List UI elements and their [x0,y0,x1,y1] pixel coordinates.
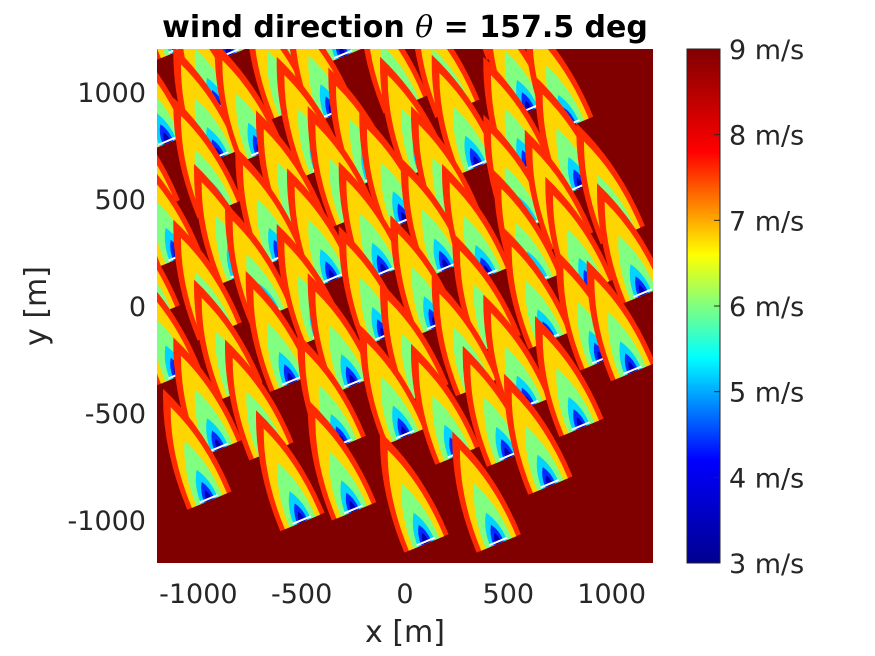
turbine-wake [379,431,449,553]
turbine-wake [162,388,232,510]
turbine-rotor [488,537,508,546]
turbine-wake [359,324,428,446]
turbine-rotor [323,273,342,283]
colorbar-tick-label: 6 m/s [729,292,804,323]
y-tick-label: -500 [85,399,146,430]
turbine-rotor [633,288,652,298]
x-tick-label: 500 [483,579,535,610]
x-tick-label: 0 [396,579,413,610]
turbine-rotor [199,494,218,504]
turbine-rotor [623,365,642,375]
turbine-wake [410,343,480,465]
turbine-wake [245,271,315,392]
x-axis-ticks: -1000 -500 0 500 1000 [159,579,646,610]
y-axis-ticks: 1000 500 0 -500 -1000 [68,78,146,537]
turbine-rotor [375,267,394,277]
turbine-rotor [468,160,487,170]
turbine-wake [503,373,573,495]
y-tick-label: 500 [94,185,146,216]
turbine-rotor [571,421,590,431]
velocity-field [157,49,653,553]
turbine-wake [255,410,325,532]
colorbar-tick-label: 4 m/s [729,463,804,494]
turbine-wake [597,183,653,305]
x-tick-label: -1000 [159,579,237,610]
y-axis-label: y [m] [19,266,54,346]
x-tick-label: 1000 [577,579,646,610]
turbine-rotor [158,136,177,146]
colorbar-tick-label: 8 m/s [729,121,804,152]
y-tick-label: -1000 [68,506,146,537]
colorbar-tick-label: 3 m/s [729,549,804,580]
turbine-rotor [333,49,353,59]
turbine-rotor [416,537,435,546]
colorbar-tick-label: 5 m/s [729,378,804,409]
turbine-rotor [282,376,301,386]
x-tick-label: -500 [271,579,332,610]
turbine-rotor [344,505,363,514]
colorbar-tick-label: 9 m/s [729,35,804,66]
colorbar: 9 m/s 8 m/s 7 m/s 6 m/s 5 m/s 4 m/s 3 m/s [686,35,804,580]
turbine-rotor [540,479,559,489]
turbine-rotor [209,442,229,452]
y-tick-label: 1000 [77,78,146,109]
turbine-wake [452,431,521,553]
turbine-rotor [395,430,415,439]
y-tick-label: 0 [129,292,146,323]
plot-area [157,49,653,563]
turbine-wake [586,260,653,382]
turbine-rotor [499,451,518,461]
turbine-wake [534,316,604,437]
chart-title: wind direction θ = 157.5 deg [162,10,648,45]
x-axis-label: x [m] [365,615,445,650]
turbine-rotor [437,263,456,272]
turbine-wake [307,399,377,521]
colorbar-ticks: 9 m/s 8 m/s 7 m/s 6 m/s 5 m/s 4 m/s 3 m/s [714,35,804,580]
turbine-rotor [168,49,181,54]
colorbar-tick-label: 7 m/s [729,206,804,237]
turbine-rotor [344,378,363,388]
turbine-wake [431,54,501,176]
turbine-rotor [292,515,311,525]
